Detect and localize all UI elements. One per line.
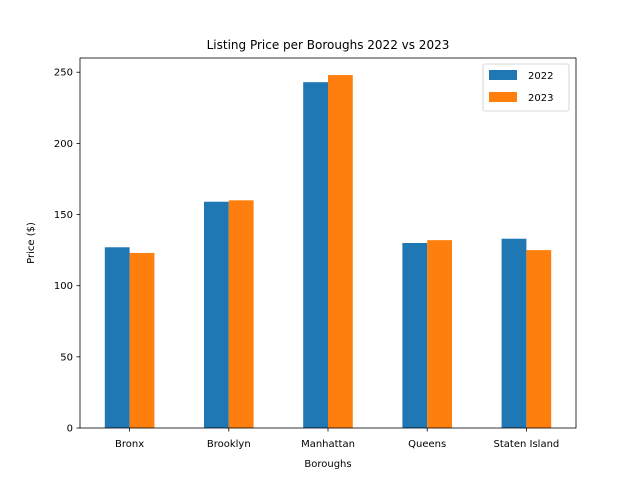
y-tick-label: 250: [54, 68, 73, 79]
chart-title: Listing Price per Boroughs 2022 vs 2023: [207, 38, 450, 52]
bars-group: [104, 75, 552, 429]
x-tick-label: Bronx: [115, 439, 144, 450]
bar-2022-manhattan: [303, 82, 328, 428]
bar-2023-brooklyn: [228, 200, 254, 428]
y-axis-label: Price ($): [26, 222, 37, 264]
bar-2023-staten-island: [526, 250, 552, 428]
x-tick-label: Brooklyn: [207, 439, 251, 450]
y-tick-label: 200: [54, 139, 73, 150]
x-tick-label: Staten Island: [494, 439, 560, 450]
x-tick-label: Queens: [408, 439, 446, 450]
x-axis-label: Boroughs: [304, 459, 351, 470]
bar-2022-brooklyn: [204, 201, 229, 428]
legend-swatch-2023: [489, 92, 517, 102]
bar-2022-queens: [402, 243, 428, 428]
legend: 2022 2023: [482, 63, 570, 112]
legend-label-2023: 2023: [528, 93, 553, 104]
legend-swatch-2022: [489, 70, 517, 80]
y-tick-label: 100: [54, 281, 73, 292]
y-tick-label: 150: [54, 210, 73, 221]
bar-2022-bronx: [104, 247, 130, 428]
bar-2023-queens: [427, 240, 452, 428]
y-tick-label: 0: [67, 424, 73, 435]
y-tick-label: 50: [60, 352, 73, 363]
bar-2023-manhattan: [328, 75, 353, 429]
x-axis: Bronx Brooklyn Manhattan Queens Staten Islan…: [115, 428, 559, 450]
x-tick-label: Manhattan: [301, 439, 355, 450]
legend-label-2022: 2022: [528, 71, 553, 82]
bar-2023-bronx: [129, 252, 155, 428]
bar-2022-staten-island: [501, 238, 527, 428]
y-axis: 0 50 100 150 200 250: [54, 68, 80, 435]
